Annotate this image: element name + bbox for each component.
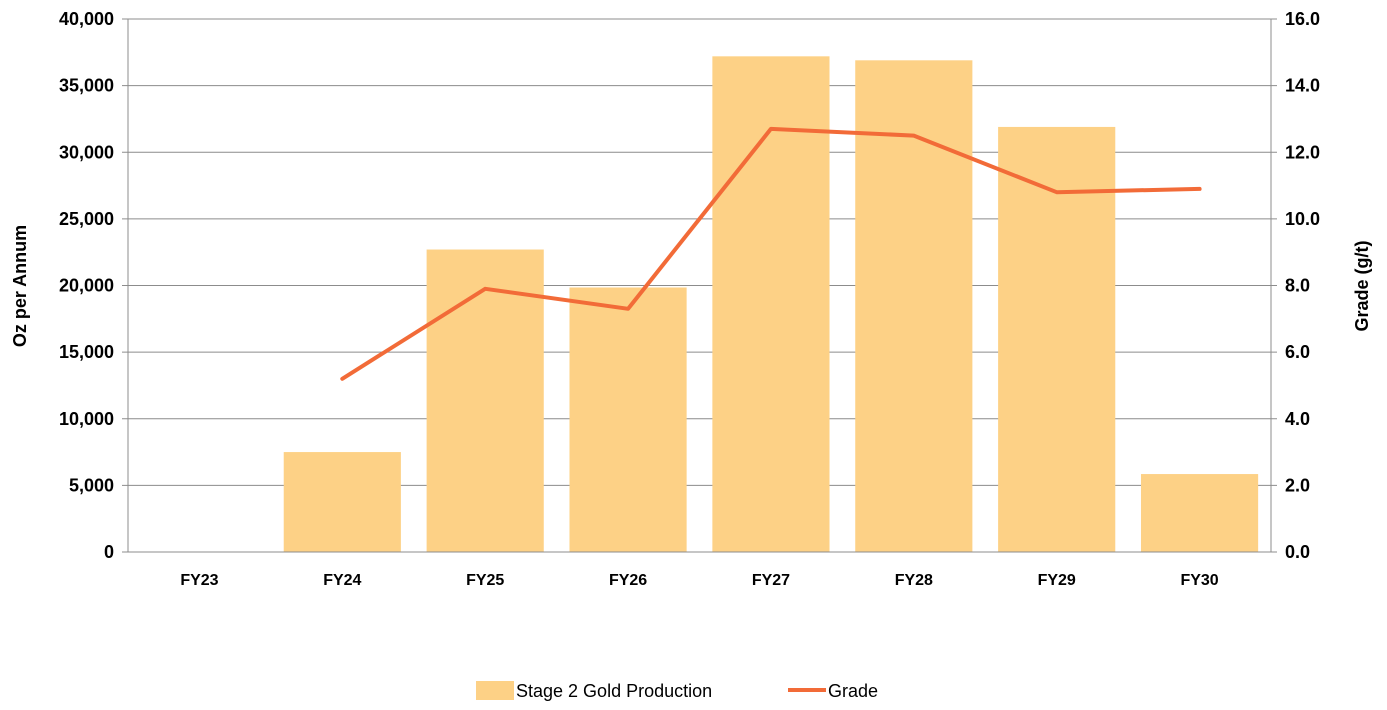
- y2-tick-label: 2.0: [1285, 475, 1310, 495]
- axes: 0 0.0 5,000 2.0 10,000 4.0 15,000 6.0 20,000 8.0 2…: [59, 9, 1320, 589]
- y-tick-label: 40,000: [59, 9, 114, 29]
- bar: [998, 126, 1116, 553]
- x-tick-label: FY27: [752, 572, 790, 589]
- y-tick-label: 20,000: [59, 276, 114, 296]
- bar: [569, 287, 687, 552]
- x-tick-label: FY30: [1180, 572, 1218, 589]
- bar: [855, 60, 973, 553]
- y2-tick-label: 6.0: [1285, 342, 1310, 362]
- y-axis-title: Oz per Annum: [10, 225, 30, 347]
- x-tick-label: FY29: [1038, 572, 1076, 589]
- bar: [712, 56, 830, 553]
- x-tick-label: FY26: [609, 572, 647, 589]
- y2-tick-label: 14.0: [1285, 76, 1320, 96]
- bar: [426, 249, 544, 552]
- legend-label-line: Grade: [828, 681, 878, 701]
- y2-axis-title: Grade (g/t): [1352, 240, 1372, 331]
- y-tick-label: 30,000: [59, 142, 114, 162]
- grade-line: [340, 126, 1202, 381]
- y-tick-label: 10,000: [59, 409, 114, 429]
- x-tick-label: FY25: [466, 572, 504, 589]
- y2-tick-label: 12.0: [1285, 142, 1320, 162]
- x-tick-label: FY28: [895, 572, 933, 589]
- y-tick-label: 0: [104, 542, 114, 562]
- y-tick-label: 15,000: [59, 342, 114, 362]
- legend-label-bar: Stage 2 Gold Production: [516, 681, 712, 701]
- y2-tick-label: 4.0: [1285, 409, 1310, 429]
- y2-tick-label: 8.0: [1285, 276, 1310, 296]
- y2-tick-label: 10.0: [1285, 209, 1320, 229]
- y2-tick-label: 16.0: [1285, 9, 1320, 29]
- y-tick-label: 35,000: [59, 76, 114, 96]
- x-tick-label: FY23: [180, 572, 218, 589]
- legend: Stage 2 Gold Production Grade: [476, 681, 878, 701]
- legend-swatch-bar: [476, 681, 514, 700]
- x-tick-label: FY24: [323, 572, 361, 589]
- bar-series: [283, 56, 1259, 553]
- line-series: [340, 126, 1202, 381]
- y-tick-label: 25,000: [59, 209, 114, 229]
- y2-tick-label: 0.0: [1285, 542, 1310, 562]
- bar: [1140, 474, 1259, 552]
- y-tick-label: 5,000: [69, 475, 114, 495]
- bar: [283, 452, 401, 552]
